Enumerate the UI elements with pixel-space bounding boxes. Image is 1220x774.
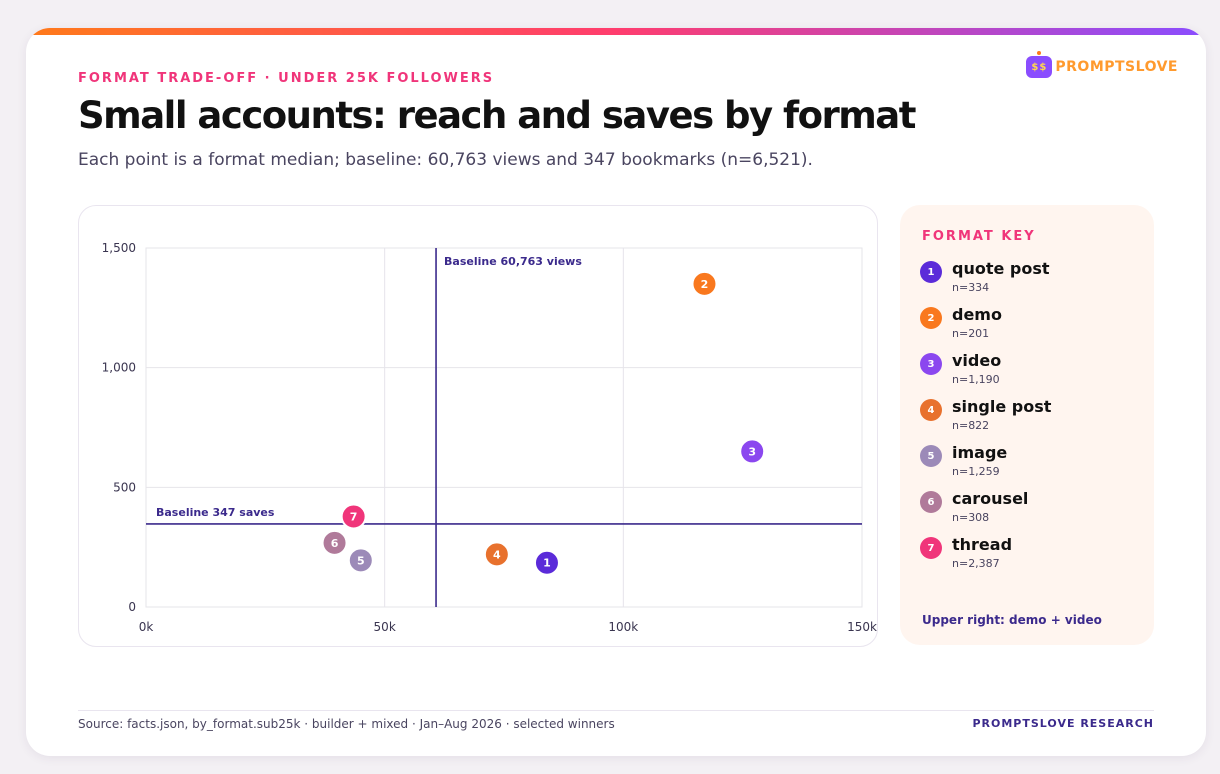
data-point-1 (533, 549, 560, 576)
key-title: FORMAT KEY (922, 229, 1036, 244)
footer-divider (78, 710, 1154, 711)
baseline-saves-label: Baseline 347 saves (156, 506, 275, 519)
x-tick-label: 150k (847, 620, 877, 634)
footer-brand: PROMPTSLOVE RESEARCH (972, 717, 1154, 730)
data-point-label: 2 (701, 278, 709, 291)
data-point-label: 1 (543, 557, 551, 570)
robot-logo-icon: $$ (1026, 51, 1053, 78)
key-sample-size: n=1,190 (952, 373, 1000, 386)
key-format-name: demo (952, 305, 1002, 324)
data-point-2 (691, 270, 718, 297)
plot-frame (145, 247, 863, 608)
chart-panel: 0k 50k 100k 150k 0 500 1,000 1,500 Baseline 60,7… (78, 205, 878, 647)
key-sample-size: n=308 (952, 511, 990, 524)
key-note: Upper right: demo + video (922, 613, 1102, 627)
data-point-label: 7 (350, 511, 358, 524)
data-point-5 (347, 547, 374, 574)
key-format-name: video (952, 351, 1002, 370)
key-badge: 2 (920, 307, 942, 329)
key-badge: 1 (920, 261, 942, 283)
scatter-chart: 0k 50k 100k 150k 0 500 1,000 1,500 Baseline 60,7… (102, 241, 877, 634)
key-badge: 7 (920, 537, 942, 559)
key-format-name: carousel (952, 489, 1029, 508)
x-tick-label: 50k (374, 620, 396, 634)
y-tick-label: 500 (113, 480, 136, 494)
x-tick-label: 0k (139, 620, 154, 634)
footer-source: Source: facts.json, by_format.sub25k · b… (78, 717, 615, 731)
gradient-top-bar (26, 28, 1206, 35)
key-format-name: quote post (952, 259, 1050, 278)
data-point-label: 6 (331, 537, 339, 550)
logo-text: PROMPTSLOVE (1055, 59, 1178, 75)
data-point-6 (321, 529, 348, 556)
key-format-name: single post (952, 397, 1052, 416)
data-point-7 (340, 503, 367, 530)
page-title: Small accounts: reach and saves by forma… (78, 94, 916, 137)
key-badge: 4 (920, 399, 942, 421)
data-point-4 (483, 541, 510, 568)
key-sample-size: n=201 (952, 327, 990, 340)
key-badge: 3 (920, 353, 942, 375)
key-sample-size: n=2,387 (952, 557, 1000, 570)
y-tick-label: 1,500 (102, 241, 136, 255)
y-tick-label: 0 (128, 600, 136, 614)
format-key-panel: FORMAT KEY 1 quote post n=334 2 demo n=201 3 vi… (900, 205, 1154, 645)
key-format-name: thread (952, 535, 1013, 554)
y-tick-label: 1,000 (102, 361, 136, 375)
page-subtitle: Each point is a format median; baseline:… (78, 150, 813, 170)
data-point-label: 4 (493, 548, 501, 561)
data-point-3 (739, 438, 766, 465)
key-badge: 5 (920, 445, 942, 467)
brand-logo: $$ PROMPTSLOVE (1026, 51, 1178, 78)
key-sample-size: n=334 (952, 281, 990, 294)
data-point-label: 3 (748, 445, 756, 458)
key-sample-size: n=822 (952, 419, 990, 432)
baseline-views-label: Baseline 60,763 views (444, 255, 582, 268)
key-format-name: image (952, 443, 1008, 462)
kicker-label: FORMAT TRADE-OFF · UNDER 25K FOLLOWERS (78, 71, 495, 86)
x-tick-label: 100k (608, 620, 638, 634)
key-badge: 6 (920, 491, 942, 513)
key-sample-size: n=1,259 (952, 465, 1000, 478)
data-point-label: 5 (357, 554, 365, 567)
report-card: FORMAT TRADE-OFF · UNDER 25K FOLLOWERS $… (26, 28, 1206, 756)
